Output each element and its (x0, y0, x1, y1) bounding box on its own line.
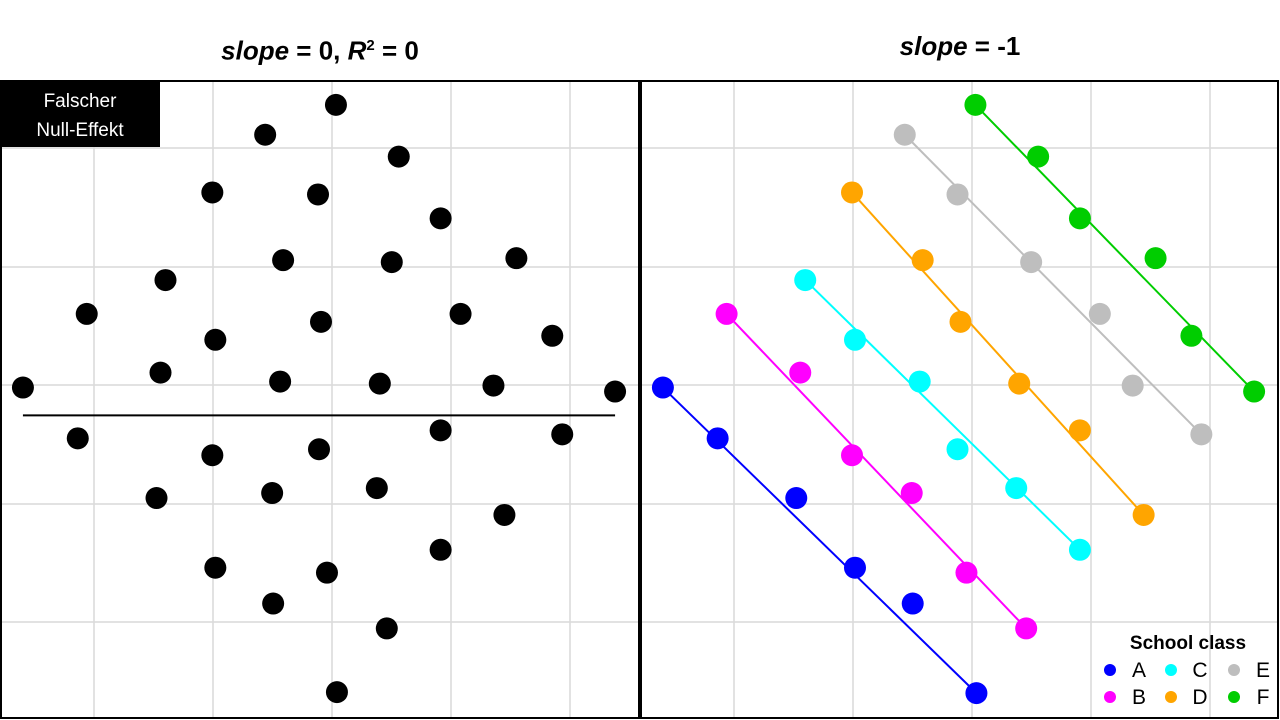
regression-line-c (804, 279, 1081, 551)
data-point (204, 328, 227, 351)
data-point-e (946, 183, 969, 206)
right-chart-title: slope = -1 (899, 31, 1021, 61)
data-point (145, 487, 168, 510)
regression-line-d (851, 191, 1145, 516)
data-point-c (946, 438, 969, 461)
data-point-f (1243, 380, 1266, 403)
data-point-c (1005, 477, 1028, 500)
data-point (75, 302, 98, 325)
plot-border (640, 80, 1279, 719)
data-point (429, 207, 452, 230)
legend-marker-a (1104, 664, 1116, 676)
data-point (272, 249, 295, 272)
data-point (551, 423, 574, 446)
left-chart-title: slope = 0, R2 = 0 (221, 35, 419, 66)
legend-marker-b (1104, 691, 1116, 703)
regression-line-f (974, 104, 1255, 393)
badge-line-1: Falscher (44, 91, 118, 112)
data-point-c (794, 269, 817, 292)
data-point (325, 681, 348, 704)
data-point (429, 419, 452, 442)
data-point-f (964, 93, 987, 116)
data-point-e (893, 123, 916, 146)
data-point (11, 376, 34, 399)
legend-label-f: F (1257, 686, 1270, 709)
data-point-c (1068, 538, 1091, 561)
data-point-b (955, 561, 978, 584)
data-point-f (1180, 324, 1203, 347)
legend-marker-f (1228, 691, 1240, 703)
data-point (309, 310, 332, 333)
data-point-d (1008, 372, 1031, 395)
data-point (380, 251, 403, 274)
data-point (365, 477, 388, 500)
data-point-c (908, 370, 931, 393)
badge-box (1, 81, 160, 147)
plot-border (0, 80, 640, 719)
data-point-a (901, 592, 924, 615)
data-point-a (965, 682, 988, 705)
data-point (308, 438, 331, 461)
data-point-e (1190, 423, 1213, 446)
data-point-e (1121, 374, 1144, 397)
data-point (204, 556, 227, 579)
data-point (269, 370, 292, 393)
data-point-b (789, 361, 812, 384)
data-point (505, 247, 528, 270)
data-point-d (911, 249, 934, 272)
data-point (482, 374, 505, 397)
data-point-a (785, 487, 808, 510)
data-point (449, 302, 472, 325)
data-point (149, 361, 172, 384)
legend-marker-e (1228, 664, 1240, 676)
data-point (368, 372, 391, 395)
badge-line-2: Null-Effekt (36, 120, 124, 141)
legend-marker-d (1165, 691, 1177, 703)
data-point-b (1015, 617, 1038, 640)
legend-marker-c (1165, 664, 1177, 676)
data-point (201, 181, 224, 204)
data-point-f (1068, 207, 1091, 230)
data-point-b (900, 482, 923, 505)
data-point (66, 427, 89, 450)
legend-title: School class (1130, 633, 1246, 654)
legend-label-e: E (1256, 659, 1270, 682)
data-point-e (1020, 251, 1043, 274)
data-point (154, 269, 177, 292)
data-point-d (949, 310, 972, 333)
chart-panel-right: School class A C E B D F (640, 80, 1279, 719)
data-point-b (715, 302, 738, 325)
data-point (307, 183, 330, 206)
legend-label-a: A (1132, 659, 1146, 682)
data-point-f (1027, 145, 1050, 168)
data-point-a (651, 376, 674, 399)
data-point-f (1144, 247, 1167, 270)
legend-label-d: D (1192, 686, 1207, 709)
data-point-a (843, 556, 866, 579)
data-point-d (1068, 419, 1091, 442)
data-point (604, 380, 627, 403)
data-point (254, 123, 277, 146)
data-point-b (841, 444, 864, 467)
data-point (261, 482, 284, 505)
data-point-a (706, 427, 729, 450)
data-point (429, 538, 452, 561)
data-point (387, 145, 410, 168)
legend-label-c: C (1192, 659, 1207, 682)
data-point (541, 324, 564, 347)
legend: School class A C E B D F (1104, 633, 1270, 709)
data-point (315, 561, 338, 584)
data-point (324, 93, 347, 116)
data-point (262, 592, 285, 615)
data-point-e (1088, 302, 1111, 325)
data-point (493, 503, 516, 526)
data-point-d (841, 181, 864, 204)
data-point (375, 617, 398, 640)
legend-label-b: B (1132, 686, 1146, 709)
data-point-c (843, 328, 866, 351)
data-point (201, 444, 224, 467)
chart-panel-left: Falscher Null-Effekt (0, 80, 640, 719)
data-point-d (1132, 503, 1155, 526)
